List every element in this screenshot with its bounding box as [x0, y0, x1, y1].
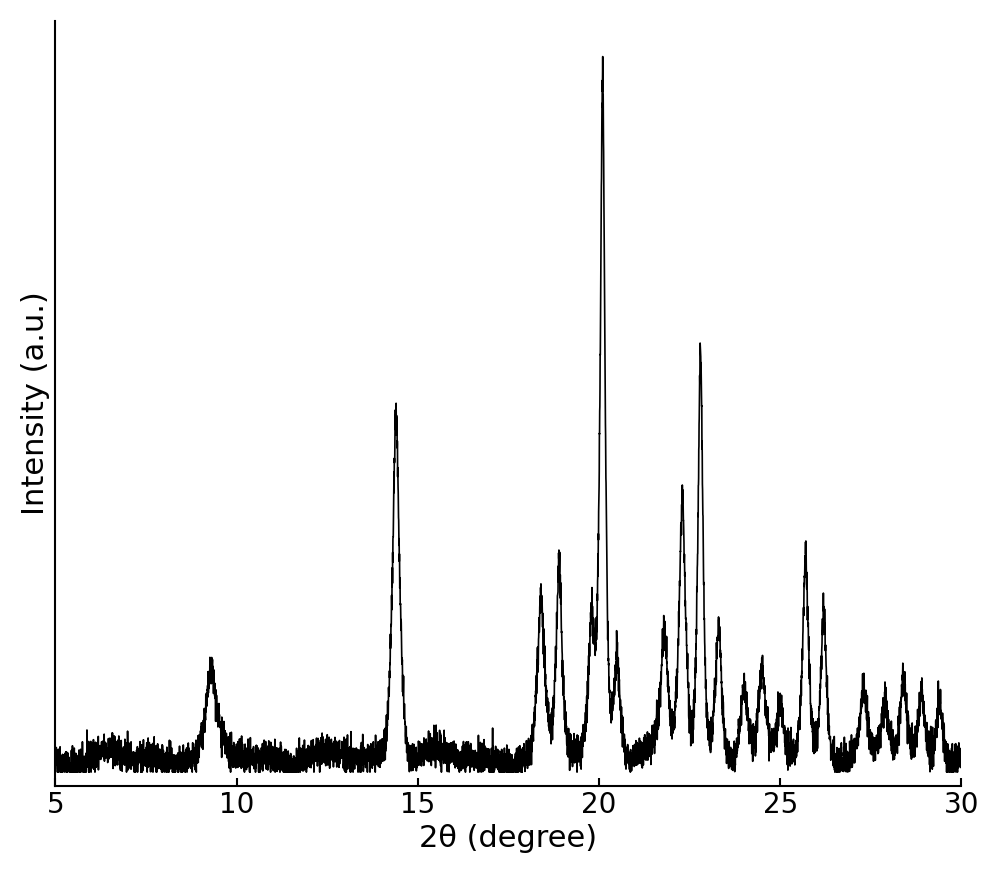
- Y-axis label: Intensity (a.u.): Intensity (a.u.): [21, 291, 50, 515]
- X-axis label: 2θ (degree): 2θ (degree): [419, 824, 597, 853]
